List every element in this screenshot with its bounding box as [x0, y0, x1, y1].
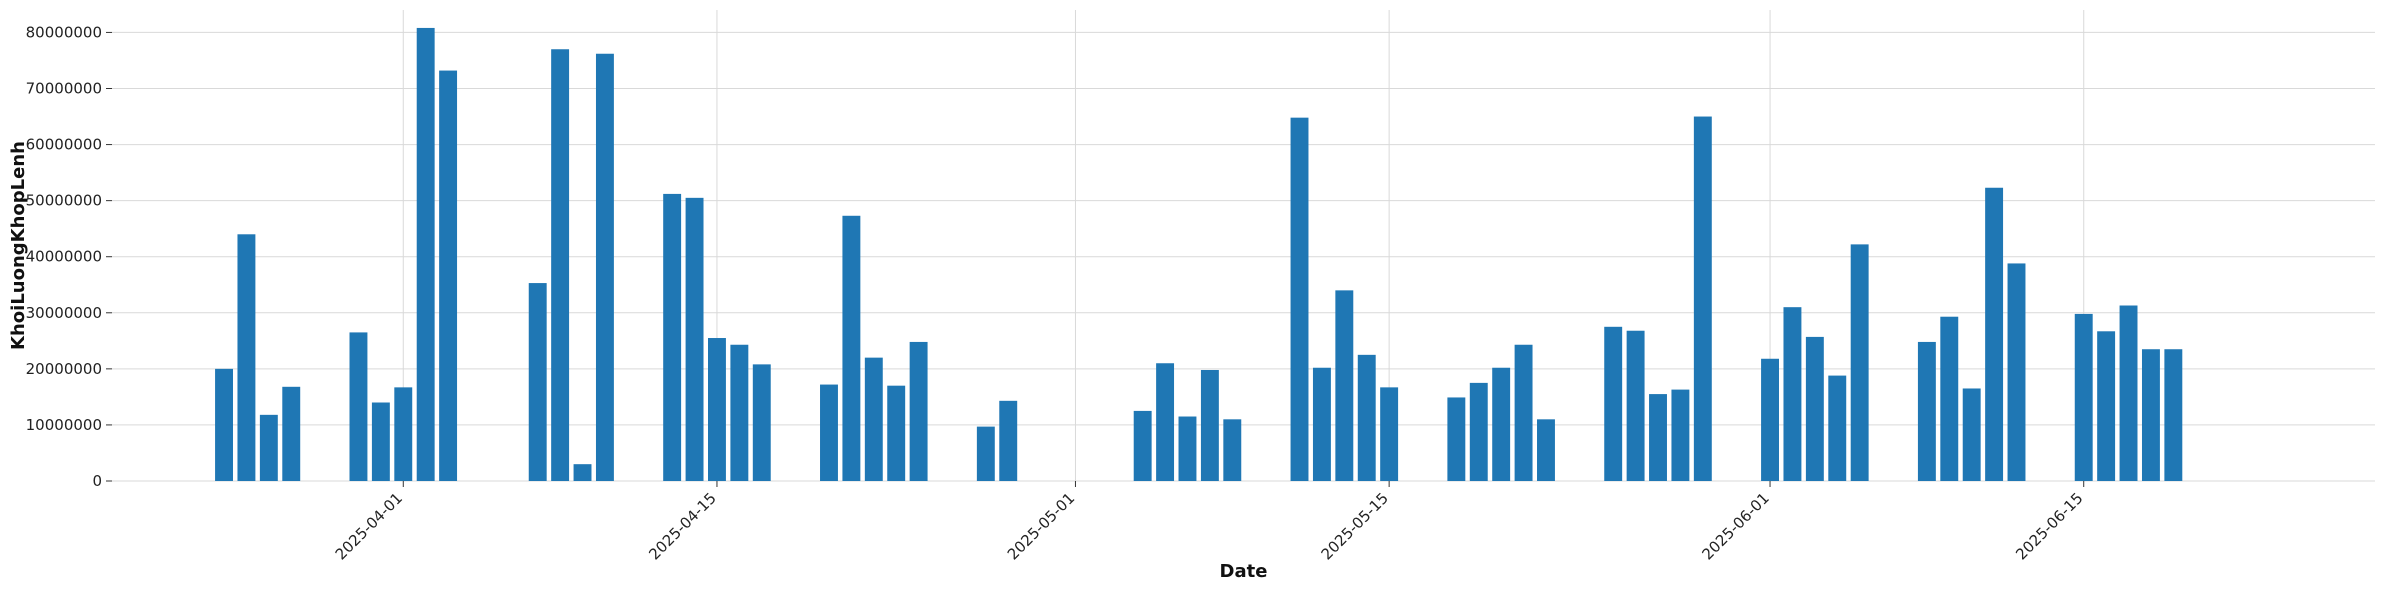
bar	[730, 344, 749, 481]
bar	[1671, 389, 1690, 481]
bar	[1783, 307, 1802, 481]
bar	[1626, 330, 1645, 481]
y-axis-ticks: 0 10000000 20000000 30000000 40000000 5000000…	[26, 23, 112, 490]
x-tick-label: 2025-04-15	[645, 489, 719, 563]
bar	[685, 197, 704, 481]
y-tick-label: 80000000	[26, 23, 102, 41]
bar	[394, 387, 413, 481]
y-tick-label: 20000000	[26, 360, 102, 378]
y-tick-label: 30000000	[26, 304, 102, 322]
bar	[282, 386, 301, 481]
bar	[1828, 375, 1847, 481]
bar	[1290, 117, 1309, 481]
bar	[1156, 363, 1175, 481]
bar	[1312, 367, 1331, 481]
bar	[1940, 316, 1959, 481]
bar	[1537, 419, 1555, 481]
bar	[528, 283, 547, 481]
bar	[349, 332, 368, 481]
bar	[999, 400, 1018, 481]
y-tick-label: 10000000	[26, 416, 102, 434]
y-tick-label: 60000000	[26, 136, 102, 154]
bar	[909, 341, 928, 481]
x-tick-label: 2025-05-15	[1318, 489, 1392, 563]
bar	[551, 49, 570, 481]
bar	[842, 215, 861, 481]
bar	[1469, 382, 1488, 482]
bar	[237, 234, 256, 481]
y-tick-label: 50000000	[26, 192, 102, 210]
bar	[1447, 397, 1466, 481]
y-tick-label: 70000000	[26, 80, 102, 98]
x-tick-label: 2025-06-01	[1698, 489, 1772, 563]
bar	[439, 70, 458, 481]
x-axis-ticks: 2025-04-01 2025-04-15 2025-05-01 2025-05-15…	[332, 481, 2087, 563]
bar	[1985, 187, 2004, 481]
bar	[1805, 336, 1824, 481]
x-tick-label: 2025-05-01	[1004, 489, 1078, 563]
bars	[215, 27, 2183, 482]
bar	[2074, 313, 2093, 481]
bar	[976, 426, 995, 481]
bar	[1133, 410, 1152, 481]
y-tick-label: 0	[92, 472, 102, 490]
bar	[887, 385, 906, 481]
y-axis-label: KhoiLuongKhopLenh	[8, 141, 29, 350]
bar	[2164, 349, 2183, 481]
bar	[595, 53, 614, 482]
bar	[1357, 354, 1376, 481]
bar	[1761, 358, 1779, 481]
bar	[573, 464, 592, 481]
bar	[752, 364, 771, 481]
bar	[1514, 344, 1533, 481]
bar	[2141, 349, 2160, 481]
bar	[1604, 326, 1623, 481]
bar	[2119, 305, 2138, 481]
bar	[820, 384, 838, 481]
bar	[259, 414, 278, 481]
bar	[1492, 367, 1511, 481]
bar	[215, 368, 233, 481]
bar	[663, 193, 682, 481]
bar	[864, 357, 883, 481]
bar	[1200, 369, 1219, 481]
bar	[2007, 263, 2026, 481]
x-tick-label: 2025-06-15	[2012, 489, 2086, 563]
bar	[1380, 387, 1399, 481]
bar	[1223, 419, 1242, 481]
bar	[371, 402, 390, 481]
bar	[1649, 394, 1667, 481]
x-axis-label: Date	[1220, 561, 1268, 582]
bar	[1178, 416, 1197, 481]
bar	[416, 27, 435, 481]
bar	[1917, 341, 1936, 481]
bar	[2097, 331, 2116, 481]
bar	[1962, 388, 1981, 481]
bar	[1335, 290, 1354, 481]
bar	[1850, 244, 1869, 481]
bar	[1693, 116, 1712, 481]
y-tick-label: 40000000	[26, 248, 102, 266]
x-tick-label: 2025-04-01	[332, 489, 406, 563]
bar	[708, 338, 726, 481]
